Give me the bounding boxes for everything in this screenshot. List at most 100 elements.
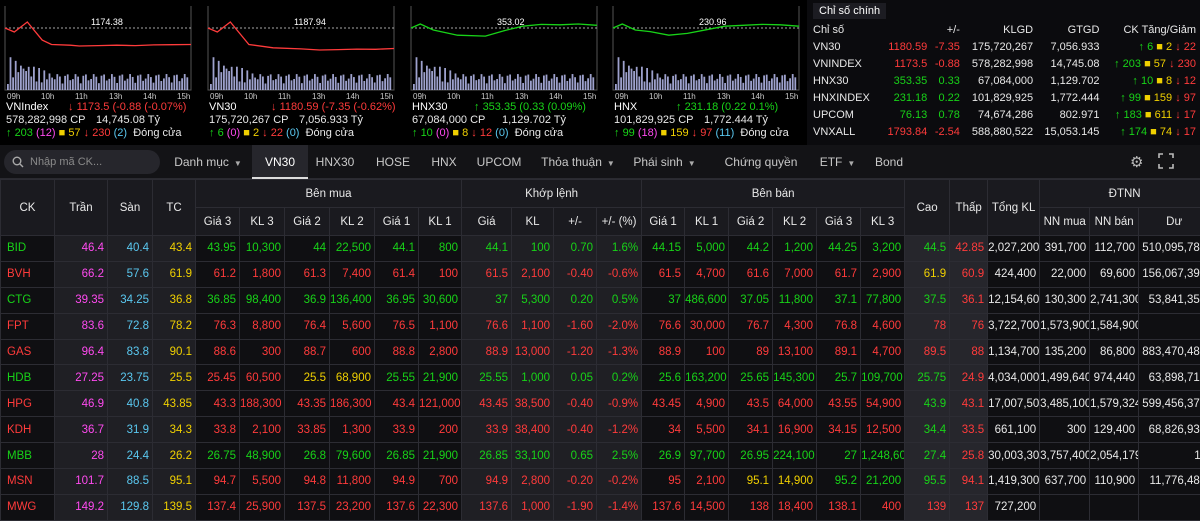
volume-bar [376,75,378,90]
stock-search-box[interactable] [4,150,160,174]
tab-hnx30[interactable]: HNX30 [308,145,362,179]
cell-bid1-price: 44.1 [375,236,419,262]
volume-bar [727,76,729,90]
volume-bar [434,67,436,90]
cell-symbol[interactable]: KDH [1,417,55,443]
cell-symbol[interactable]: HPG [1,391,55,417]
tab-bond[interactable]: Bond [860,145,918,179]
cell-floor: 40.4 [108,236,153,262]
volume-bar [319,83,321,90]
cell-foreign-sell: 129,400 [1090,417,1139,443]
cell-bid2-price: 137.5 [285,494,330,520]
volume-bar [533,79,535,90]
x-tick-label: 14h [751,92,764,100]
stock-search-input[interactable] [30,156,150,168]
subcol-10: Giá 1 [642,208,685,236]
tab-hnx[interactable]: HNX [424,145,464,179]
volume-bar [641,67,643,90]
volume-bar [732,81,734,90]
cell-symbol[interactable]: MBB [1,443,55,469]
tab-ch-ng-quy-n[interactable]: Chứng quyền [707,145,815,179]
cell-symbol[interactable]: BID [1,236,55,262]
cell-symbol[interactable]: FPT [1,313,55,339]
volume-bar [693,74,695,90]
volume-bar [389,77,391,90]
tab-etf[interactable]: ETF▼ [815,145,860,179]
cell-ask1-vol: 100 [685,339,729,365]
cell-symbol[interactable]: BVH [1,261,55,287]
cell-symbol[interactable]: HDB [1,365,55,391]
volume-bar [750,81,752,90]
volume-bar [667,76,669,90]
volume-bar [304,76,306,90]
tab-upcom[interactable]: UPCOM [464,145,534,179]
volume-bar [574,77,576,90]
index-name: HNX30 [807,72,882,89]
volume-bar [158,75,160,90]
gear-icon[interactable]: ⚙ [1130,153,1143,171]
cell-bid2-vol: 5,600 [330,313,375,339]
tab-th-a-thu-n[interactable]: Thỏa thuận▼ [534,145,622,179]
cell-ask1-vol: 5,000 [685,236,729,262]
volume-bar [761,83,763,90]
volume-bar [382,81,384,90]
fullscreen-icon[interactable] [1158,153,1174,169]
volume-bar [579,75,581,90]
tab-main-indices[interactable]: Chỉ số chính [813,3,886,19]
cell-reference: 90.1 [153,339,196,365]
volume-bar [335,77,337,90]
cell-symbol[interactable]: CTG [1,287,55,313]
tab-hose[interactable]: HOSE [362,145,424,179]
tab-vn30[interactable]: VN30 [252,145,308,179]
subcol-2: Giá 2 [285,208,330,236]
tab-ph-i-sinh[interactable]: Phái sinh▼ [622,145,707,179]
volume-bar [121,75,123,90]
cell-reference: 43.4 [153,236,196,262]
volume-bar [343,75,345,90]
cell-total-volume: 1,419,300 [988,469,1040,495]
unchanged-count: ■ 8 [452,127,468,140]
volume-bar [98,83,100,90]
volume-bar [226,69,228,90]
tab-danh-m-c[interactable]: Danh mục▼ [164,145,252,179]
volume-bar [173,75,175,90]
cell-symbol[interactable]: MWG [1,494,55,520]
chevron-down-icon: ▼ [847,159,855,168]
cell-foreign-buy: 1,499,640 [1040,365,1090,391]
cell-ask3-vol: 4,600 [861,313,905,339]
volume-bar [638,76,640,90]
volume-bar [486,83,488,90]
volume-bar [426,66,428,90]
volume-bar [421,61,423,90]
index-name: VN30 [807,38,882,55]
volume-bar [735,79,737,90]
cell-match-vol: 13,000 [512,339,554,365]
cell-low: 76 [950,313,988,339]
advance-count: ↑ 10 (0) [412,127,449,140]
cell-symbol[interactable]: GAS [1,339,55,365]
volume-bar [324,75,326,90]
cell-symbol[interactable]: MSN [1,469,55,495]
cell-total-volume: 661,100 [988,417,1040,443]
